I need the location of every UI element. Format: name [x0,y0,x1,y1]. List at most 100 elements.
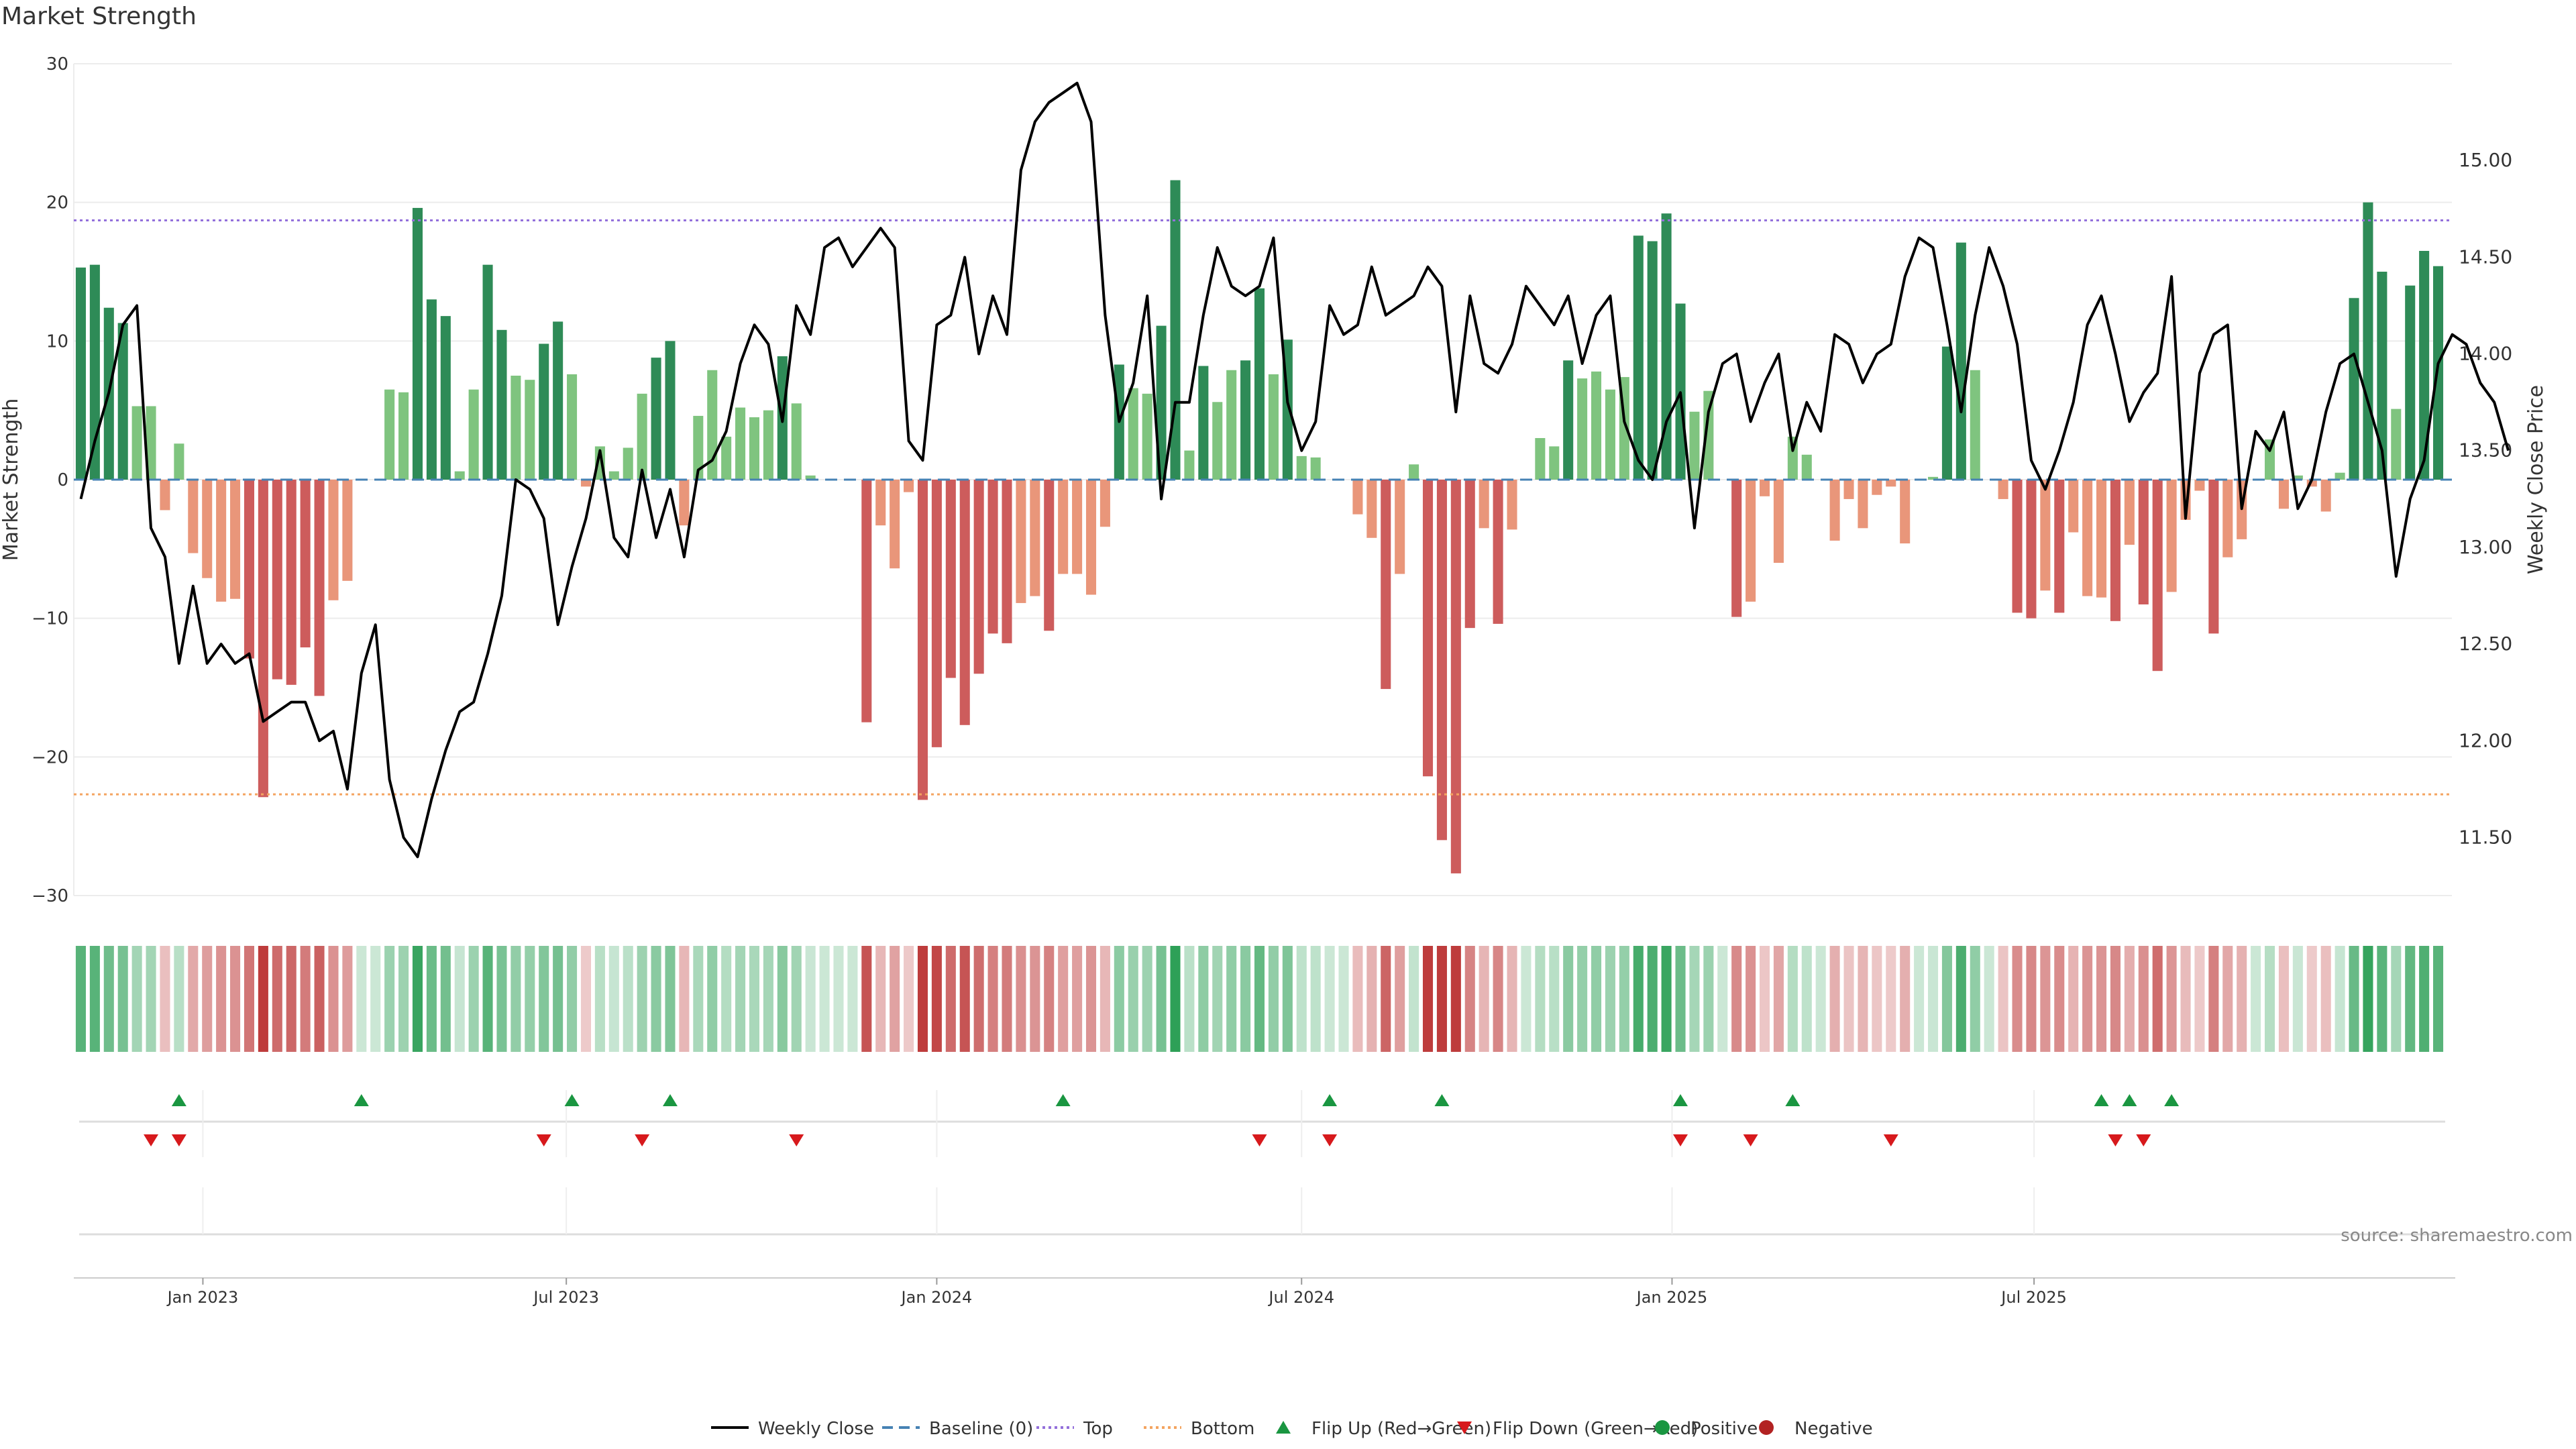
strength-heat-cell [525,946,535,1052]
y-tick-label: −30 [32,886,68,906]
strength-heat-cell [1900,946,1911,1052]
legend-label: Top [1083,1419,1113,1439]
strength-bar [384,389,395,480]
y-tick-label: 20 [46,193,68,213]
strength-bar [1058,480,1069,574]
strength-bar [721,436,732,480]
strength-bar [511,376,521,480]
strength-bar [1872,480,1882,495]
strength-heat-cell [2292,946,2303,1052]
flip-down-marker [1322,1134,1338,1146]
strength-bar [2334,472,2345,480]
strength-heat-cell [1591,946,1602,1052]
strength-heat-cell [468,946,479,1052]
strength-bar [1731,480,1742,617]
flip-up-marker [564,1094,580,1106]
strength-bar [1927,476,1939,480]
strength-heat-cell [300,946,311,1052]
strength-bar [1436,480,1447,841]
strength-bar [1198,366,1209,480]
strength-heat-cell [1927,946,1939,1052]
strength-heat-cell [707,946,718,1052]
strength-bar [1366,480,1377,538]
strength-heat-cell [2405,946,2416,1052]
strength-bar [1549,446,1560,480]
strength-bar [1647,241,1658,480]
strength-heat-cell [959,946,970,1052]
strength-bar [875,480,886,526]
strength-heat-cell [665,946,676,1052]
strength-bar [1955,242,1966,480]
strength-bar [2433,266,2444,480]
strength-heat-cell [693,946,704,1052]
flip-down-marker [2108,1134,2123,1146]
flip-up-marker [1434,1094,1450,1106]
strength-heat-cell [1955,946,1966,1052]
strength-bar [525,380,535,480]
strength-heat-cell [875,946,886,1052]
strength-heat-cell [314,946,325,1052]
strength-bar [2138,480,2149,604]
strength-bar [230,480,241,599]
strength-heat-cell [1072,946,1083,1052]
strength-heat-cell [1422,946,1434,1052]
strength-bar [1998,480,2008,499]
strength-bar [202,480,213,578]
strength-bar [258,480,268,798]
strength-heat-cell [1633,946,1644,1052]
strength-heat-cell [833,946,844,1052]
strength-heat-cell [931,946,942,1052]
strength-heat-cell [1338,946,1349,1052]
strength-bar [2377,272,2387,480]
strength-bar [1212,402,1223,480]
strength-bar [1773,480,1784,563]
flip-down-marker [536,1134,551,1146]
flip-down-marker [2136,1134,2151,1146]
strength-heat-cell [384,946,395,1052]
strength-heat-cell [721,946,732,1052]
strength-bar [412,207,423,480]
strength-heat-cell [1577,946,1588,1052]
strength-heat-cell [117,946,128,1052]
strength-bar [1787,436,1798,480]
strength-heat-cell [763,946,773,1052]
flip-down-marker [789,1134,804,1146]
strength-heat-cell [1016,946,1026,1052]
flip-up-marker [1673,1094,1688,1106]
strength-heat-cell [1156,946,1167,1052]
flip-up-marker [1785,1094,1801,1106]
strength-bar [1577,378,1588,480]
strength-heat-cell [1886,946,1896,1052]
strength-bar [1254,288,1265,480]
strength-heat-cell [1914,946,1925,1052]
strength-bar [2363,202,2373,480]
strength-bar [2110,480,2121,621]
flip-up-marker [2094,1094,2109,1106]
flip-up-marker [1322,1094,1338,1106]
strength-bar [496,329,507,480]
flip-down-marker [1673,1134,1688,1146]
strength-heat-cell [973,946,984,1052]
strength-heat-cell [1268,946,1279,1052]
strength-heat-cell [103,946,114,1052]
strength-bar [1507,480,1517,530]
strength-heat-cell [2208,946,2219,1052]
strength-bar [216,480,227,602]
strength-bar [693,415,704,480]
strength-bar [454,471,465,480]
strength-heat-cell [608,946,619,1052]
flip-down-marker [1252,1134,1267,1146]
strength-heat-cell [230,946,241,1052]
strength-heat-cell [160,946,170,1052]
legend-icon-negative [1759,1420,1774,1435]
strength-bar [623,447,633,480]
strength-heat-cell [847,946,858,1052]
strength-bar [440,316,451,480]
strength-heat-cell [1212,946,1223,1052]
strength-bar [805,475,816,480]
strength-heat-cell [412,946,423,1052]
strength-heat-cell [1801,946,1812,1052]
strength-bar [2222,480,2233,557]
y2-tick-label: 11.50 [2459,826,2512,848]
strength-bar [146,406,156,480]
